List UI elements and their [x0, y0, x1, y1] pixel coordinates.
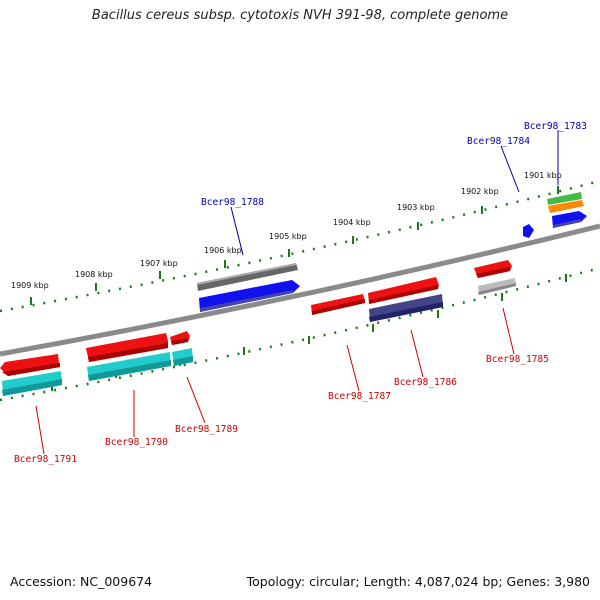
gene-label-bcer98-1786: Bcer98_1786 [394, 377, 457, 388]
kbp-label-1907: 1907 kbp [140, 259, 178, 268]
kbp-label-1901: 1901 kbp [524, 171, 562, 180]
gene-bcer98-1786-red[interactable] [368, 277, 439, 304]
gene-bcer98-1783-blue[interactable] [552, 211, 587, 228]
major-ticks-upper [30, 186, 559, 305]
kbp-label-1909: 1909 kbp [11, 281, 49, 290]
gene-label-bcer98-1791: Bcer98_1791 [14, 454, 77, 465]
gene-bcer98-1788-blue[interactable] [199, 280, 300, 312]
gene-bcer98-1783-orange[interactable] [548, 200, 584, 213]
gene-bcer98-1786-slate[interactable] [369, 294, 443, 322]
gene-bcer98-1791-cyan[interactable] [2, 371, 62, 396]
gene-bcer98-1790-red[interactable] [86, 333, 168, 362]
genome-info-text: Topology: circular; Length: 4,087,024 bp… [246, 574, 590, 589]
gene-label-bcer98-1784: Bcer98_1784 [467, 136, 530, 147]
gene-bcer98-1791-red[interactable] [0, 354, 60, 376]
leader-lines-red [35, 307, 515, 455]
gene-label-bcer98-1788: Bcer98_1788 [201, 197, 264, 208]
gene-bcer98-1790-cyan[interactable] [87, 352, 171, 381]
gene-bcer98-1785-red[interactable] [474, 260, 512, 278]
gene-label-bcer98-1785: Bcer98_1785 [486, 354, 549, 365]
kbp-label-1908: 1908 kbp [75, 270, 113, 279]
gene-label-bcer98-1789: Bcer98_1789 [175, 424, 238, 435]
gene-bcer98-1789-cyan[interactable] [172, 348, 193, 366]
accession-text: Accession: NC_009674 [10, 574, 153, 589]
kbp-label-1905: 1905 kbp [269, 232, 307, 241]
page-title: Bacillus cereus subsp. cytotoxis NVH 391… [91, 8, 509, 23]
gene-bcer98-1784[interactable] [523, 224, 534, 238]
gene-label-bcer98-1787: Bcer98_1787 [328, 391, 391, 402]
leader-lines-blue [230, 130, 559, 256]
gene-label-bcer98-1783: Bcer98_1783 [524, 121, 587, 132]
genome-backbone [0, 223, 600, 357]
gene-bcer98-1787[interactable] [311, 294, 365, 315]
kbp-label-1904: 1904 kbp [333, 218, 371, 227]
gene-bcer98-1785-gray[interactable] [478, 278, 516, 295]
kbp-label-1902: 1902 kbp [461, 187, 499, 196]
gene-bcer98-1789-red[interactable] [170, 331, 190, 345]
kbp-label-1903: 1903 kbp [397, 203, 435, 212]
kbp-label-1906: 1906 kbp [204, 246, 242, 255]
gene-label-bcer98-1790: Bcer98_1790 [105, 437, 168, 448]
gene-bcer98-1783-green[interactable] [547, 192, 582, 205]
gene-bcer98-1788-gray[interactable] [197, 263, 298, 291]
